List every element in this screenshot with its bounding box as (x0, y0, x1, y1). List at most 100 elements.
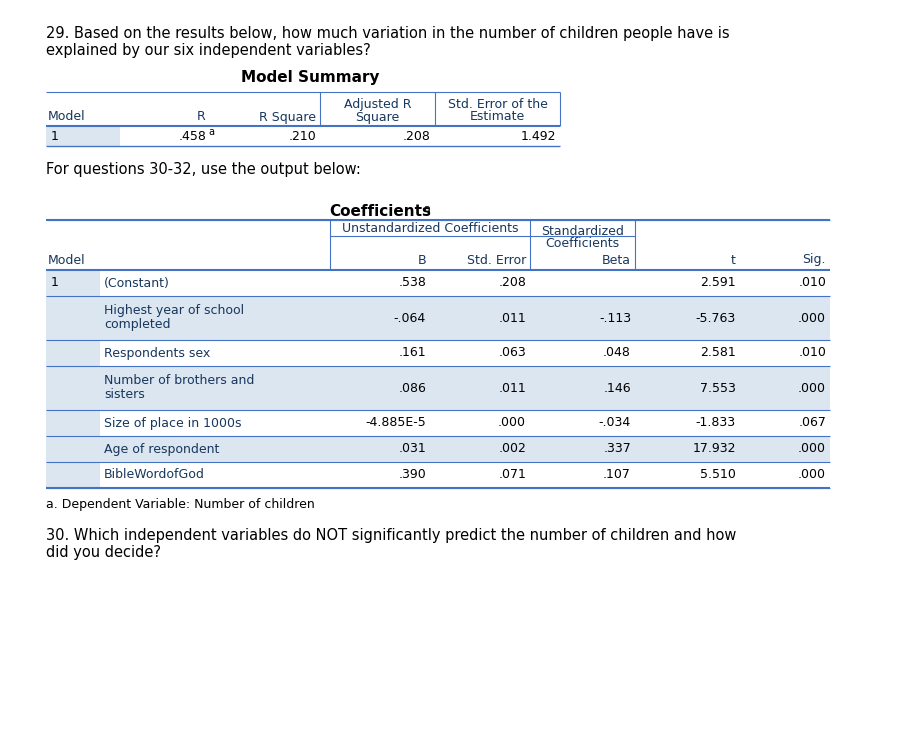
Text: .000: .000 (798, 469, 826, 481)
Text: Number of brothers and: Number of brothers and (104, 374, 255, 387)
Text: 17.932: 17.932 (693, 443, 736, 455)
Text: Age of respondent: Age of respondent (104, 443, 220, 455)
Text: .002: .002 (498, 443, 526, 455)
Text: -5.763: -5.763 (696, 312, 736, 324)
Bar (46, 410, 100, 436)
Bar (100, 462, 330, 488)
Text: .010: .010 (798, 277, 826, 289)
Bar (530, 270, 635, 296)
Bar (46, 296, 100, 340)
Bar (430, 340, 530, 366)
Text: a: a (423, 204, 430, 214)
Bar (46, 340, 100, 366)
Text: .000: .000 (798, 443, 826, 455)
Text: a. Dependent Variable: Number of children: a. Dependent Variable: Number of childre… (46, 498, 314, 511)
Text: Standardized: Standardized (541, 225, 624, 238)
Text: a: a (208, 127, 214, 137)
Bar (635, 410, 740, 436)
Bar (530, 296, 635, 340)
Bar (635, 436, 740, 462)
Bar (330, 366, 430, 410)
Text: 2.581: 2.581 (700, 347, 736, 359)
Text: -.113: -.113 (599, 312, 631, 324)
Bar (46, 270, 100, 296)
Text: .000: .000 (798, 382, 826, 394)
Text: Highest year of school: Highest year of school (104, 304, 244, 317)
Text: .031: .031 (398, 443, 426, 455)
Bar (740, 436, 830, 462)
Text: .063: .063 (498, 347, 526, 359)
Text: .086: .086 (398, 382, 426, 394)
Text: Square: Square (356, 111, 400, 124)
Bar (100, 366, 330, 410)
Text: .010: .010 (798, 347, 826, 359)
Text: .208: .208 (498, 277, 526, 289)
Text: Std. Error of the: Std. Error of the (448, 98, 548, 111)
Text: (Constant): (Constant) (104, 277, 170, 289)
Text: Size of place in 1000s: Size of place in 1000s (104, 417, 242, 429)
Text: .208: .208 (403, 129, 431, 143)
Text: .337: .337 (603, 443, 631, 455)
Bar (46, 462, 100, 488)
Bar (635, 340, 740, 366)
Text: Adjusted R: Adjusted R (344, 98, 411, 111)
Bar (46, 366, 100, 410)
Text: completed: completed (104, 318, 171, 331)
Text: -4.885E-5: -4.885E-5 (365, 417, 426, 429)
Text: 1: 1 (51, 129, 59, 143)
Bar (46, 436, 100, 462)
Bar (330, 436, 430, 462)
Text: Beta: Beta (602, 254, 631, 266)
Bar (430, 296, 530, 340)
Text: For questions 30-32, use the output below:: For questions 30-32, use the output belo… (46, 162, 361, 177)
Bar (530, 436, 635, 462)
Text: Coefficients: Coefficients (329, 204, 431, 219)
Text: 2.591: 2.591 (700, 277, 736, 289)
Text: Std. Error: Std. Error (467, 254, 526, 266)
Text: -.034: -.034 (599, 417, 631, 429)
Bar (100, 436, 330, 462)
Bar (635, 462, 740, 488)
Bar (740, 270, 830, 296)
Bar (740, 462, 830, 488)
Text: -1.833: -1.833 (696, 417, 736, 429)
Text: .107: .107 (603, 469, 631, 481)
Bar (430, 270, 530, 296)
Text: 1: 1 (51, 277, 59, 289)
Bar (740, 366, 830, 410)
Bar (430, 410, 530, 436)
Text: 7.553: 7.553 (700, 382, 736, 394)
Bar (530, 410, 635, 436)
Bar (740, 340, 830, 366)
Bar (430, 366, 530, 410)
Bar (100, 340, 330, 366)
Text: .067: .067 (798, 417, 826, 429)
Text: Coefficients: Coefficients (546, 237, 619, 250)
Text: 30. Which independent variables do NOT significantly predict the number of child: 30. Which independent variables do NOT s… (46, 528, 736, 560)
Text: BibleWordofGod: BibleWordofGod (104, 469, 205, 481)
Text: .000: .000 (498, 417, 526, 429)
Text: sisters: sisters (104, 388, 145, 401)
Text: Model: Model (48, 254, 85, 266)
Bar (100, 296, 330, 340)
Bar (100, 270, 330, 296)
Bar (635, 366, 740, 410)
Text: .048: .048 (603, 347, 631, 359)
Bar (530, 340, 635, 366)
Bar (740, 410, 830, 436)
Bar (740, 296, 830, 340)
Bar (330, 410, 430, 436)
Text: .458: .458 (178, 129, 206, 143)
Text: .011: .011 (498, 312, 526, 324)
Text: Estimate: Estimate (470, 111, 525, 124)
Bar (330, 340, 430, 366)
Text: R: R (198, 111, 206, 124)
Bar (430, 462, 530, 488)
Text: t: t (732, 254, 736, 266)
Bar (46, 126, 120, 146)
Bar (430, 436, 530, 462)
Text: Model Summary: Model Summary (241, 70, 380, 85)
Bar (100, 410, 330, 436)
Text: .538: .538 (398, 277, 426, 289)
Text: -.064: -.064 (393, 312, 426, 324)
